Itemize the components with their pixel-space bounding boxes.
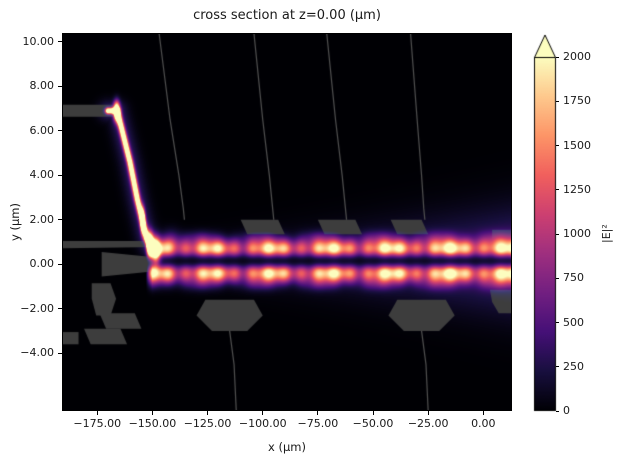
x-tick-mark	[151, 411, 153, 415]
colorbar-tick-label: 1750	[563, 94, 591, 108]
y-tick-label: 8.00	[29, 79, 55, 93]
x-tick-mark	[317, 411, 319, 415]
colorbar-tick-label: 0	[563, 404, 570, 417]
y-tick-label: −4.00	[20, 346, 54, 360]
y-tick-mark	[58, 308, 62, 310]
x-tick-label: −50.00	[352, 417, 394, 430]
y-tick-label: 2.00	[29, 212, 55, 226]
colorbar-tick-label: 250	[563, 359, 584, 373]
y-tick-mark	[58, 85, 62, 87]
x-tick-mark	[262, 411, 264, 415]
x-tick-mark	[372, 411, 374, 415]
x-tick-mark	[482, 411, 484, 415]
x-tick-label: −25.00	[407, 417, 449, 430]
x-tick-label: −150.00	[128, 417, 177, 430]
y-tick-mark	[58, 174, 62, 176]
y-tick-mark	[58, 352, 62, 354]
y-tick-mark	[58, 219, 62, 221]
colorbar-tick-label: 750	[563, 271, 584, 285]
x-tick-label: 0.00	[471, 417, 496, 430]
y-tick-mark	[58, 41, 62, 43]
x-tick-label: −175.00	[73, 417, 122, 430]
colorbar-tick-label: 2000	[563, 50, 591, 63]
colorbar-tick-label: 1250	[563, 182, 591, 196]
colorbar-tick-mark	[556, 277, 559, 279]
plot-title: cross section at z=0.00 (μm)	[193, 8, 381, 23]
colorbar-tick-label: 1500	[563, 138, 591, 152]
colorbar-tick-mark	[556, 366, 559, 368]
x-tick-mark	[427, 411, 429, 415]
colorbar-tick-mark	[556, 56, 559, 58]
y-tick-label: 4.00	[29, 168, 55, 182]
x-tick-mark	[207, 411, 209, 415]
x-tick-label: −125.00	[183, 417, 232, 430]
x-axis-label: x (μm)	[268, 440, 306, 454]
heatmap-canvas	[62, 33, 512, 411]
colorbar-tick-label: 500	[563, 315, 584, 329]
colorbar-tick-mark	[556, 233, 559, 235]
colorbar-tick-label: 1000	[563, 227, 591, 240]
colorbar-tick-mark	[556, 410, 559, 412]
y-tick-mark	[58, 130, 62, 132]
colorbar-tick-mark	[556, 100, 559, 102]
colorbar-tick-mark	[556, 189, 559, 191]
colorbar-tick-mark	[556, 322, 559, 323]
x-tick-label: −75.00	[297, 417, 339, 430]
y-tick-mark	[58, 263, 62, 265]
x-tick-label: −100.00	[238, 417, 287, 430]
colorbar-tick-mark	[556, 145, 559, 146]
y-tick-label: 6.00	[29, 123, 55, 137]
x-tick-mark	[96, 411, 98, 415]
colorbar-canvas	[533, 33, 559, 413]
y-tick-label: 10.00	[22, 34, 55, 48]
y-tick-label: 0.00	[29, 257, 55, 271]
y-tick-label: −2.00	[20, 301, 54, 315]
